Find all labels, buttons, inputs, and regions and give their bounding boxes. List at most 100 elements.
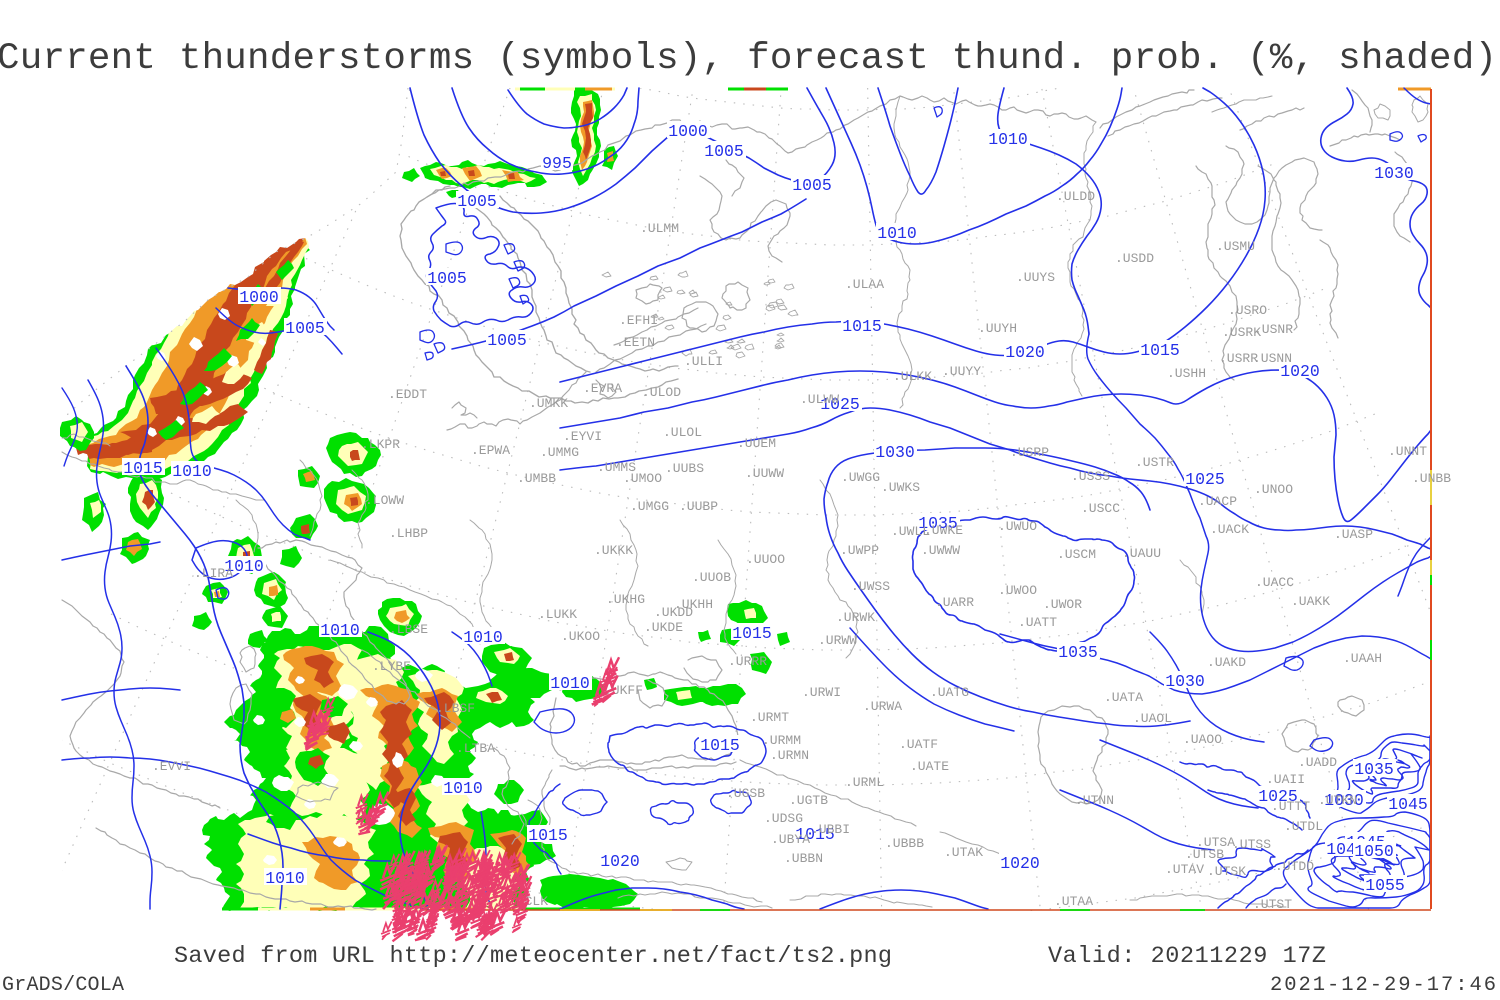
svg-text:.URRR: .URRR <box>728 654 767 669</box>
svg-text:.UWOR: .UWOR <box>1043 597 1082 612</box>
svg-text:1005: 1005 <box>792 176 832 195</box>
svg-text:.UMOO: .UMOO <box>623 471 662 486</box>
svg-text:1020: 1020 <box>1000 854 1040 873</box>
svg-text:.UTAV: .UTAV <box>1165 862 1204 877</box>
svg-text:.ULMM: .ULMM <box>640 221 679 236</box>
svg-text:1035: 1035 <box>1354 760 1394 779</box>
svg-text:1010: 1010 <box>877 224 917 243</box>
svg-text:.UATF: .UATF <box>899 737 938 752</box>
svg-text:.USSS: .USSS <box>1071 469 1110 484</box>
svg-text:.UMBB: .UMBB <box>517 471 556 486</box>
svg-text:.USHH: .USHH <box>1167 366 1206 381</box>
svg-text:1005: 1005 <box>427 269 467 288</box>
svg-text:1030: 1030 <box>875 443 915 462</box>
svg-text:.UARR: .UARR <box>935 595 974 610</box>
svg-text:Current thunderstorms (symbols: Current thunderstorms (symbols), forecas… <box>0 38 1497 80</box>
svg-text:.LBSF: .LBSF <box>436 701 475 716</box>
svg-text:.UBBB: .UBBB <box>885 836 924 851</box>
svg-text:.ULOL: .ULOL <box>663 425 702 440</box>
svg-text:.UAAH: .UAAH <box>1343 651 1382 666</box>
svg-text:.UATT: .UATT <box>1018 615 1057 630</box>
svg-text:.UKKK: .UKKK <box>594 543 633 558</box>
svg-text:1015: 1015 <box>1140 341 1180 360</box>
svg-text:.LKPR: .LKPR <box>361 437 400 452</box>
svg-text:.UTDD: .UTDD <box>1275 859 1314 874</box>
svg-text:.UDSG: .UDSG <box>764 811 803 826</box>
svg-text:.UTDL: .UTDL <box>1284 819 1323 834</box>
svg-text:.EVVI: .EVVI <box>152 759 191 774</box>
svg-text:.UATG: .UATG <box>930 685 969 700</box>
svg-text:1000: 1000 <box>239 288 279 307</box>
svg-text:.LOWW: .LOWW <box>365 493 404 508</box>
svg-text:.UBBI: .UBBI <box>811 822 850 837</box>
svg-text:.ULLI: .ULLI <box>684 354 723 369</box>
svg-text:.UMMS: .UMMS <box>597 460 636 475</box>
svg-text:.UNBB: .UNBB <box>1412 471 1451 486</box>
svg-text:.UWUO: .UWUO <box>998 519 1037 534</box>
svg-text:.UUOO: .UUOO <box>746 552 785 567</box>
svg-text:.UNOO: .UNOO <box>1254 482 1293 497</box>
svg-text:1025: 1025 <box>1185 470 1225 489</box>
svg-text:.UBBN: .UBBN <box>784 851 823 866</box>
svg-text:.EETN: .EETN <box>616 335 655 350</box>
svg-text:.UAOL: .UAOL <box>1133 711 1172 726</box>
svg-text:.UNNT: .UNNT <box>1388 444 1427 459</box>
svg-text:.UUBP: .UUBP <box>679 499 718 514</box>
svg-text:.UTNN: .UTNN <box>1075 793 1114 808</box>
svg-text:.UACK: .UACK <box>1210 522 1249 537</box>
svg-text:.URWI: .URWI <box>802 685 841 700</box>
svg-text:.UKHH: .UKHH <box>674 597 713 612</box>
svg-text:1015: 1015 <box>795 825 835 844</box>
svg-text:Saved from URL http://meteocen: Saved from URL http://meteocenter.net/fa… <box>174 943 892 970</box>
svg-text:.UGSB: .UGSB <box>726 786 765 801</box>
svg-text:2021-12-29-17:46: 2021-12-29-17:46 <box>1270 974 1496 997</box>
svg-text:.URWK: .URWK <box>836 610 875 625</box>
svg-text:1010: 1010 <box>320 621 360 640</box>
svg-text:1025: 1025 <box>820 395 860 414</box>
svg-text:.UWOO: .UWOO <box>998 583 1037 598</box>
svg-text:.URMN: .URMN <box>770 748 809 763</box>
svg-text:1015: 1015 <box>842 317 882 336</box>
svg-text:.UKDE: .UKDE <box>644 620 683 635</box>
svg-text:.USMU: .USMU <box>1216 239 1255 254</box>
svg-text:.UWPP: .UWPP <box>840 543 879 558</box>
svg-text:.UWLL: .UWLL <box>891 524 930 539</box>
svg-text:.LUKK: .LUKK <box>538 607 577 622</box>
svg-text:.EPWA: .EPWA <box>471 443 510 458</box>
svg-text:.UWKE: .UWKE <box>924 523 963 538</box>
svg-text:.EDDT: .EDDT <box>388 387 427 402</box>
svg-text:1035: 1035 <box>1058 643 1098 662</box>
svg-text:.UAII: .UAII <box>1266 772 1305 787</box>
svg-text:.UAKK: .UAKK <box>1291 594 1330 609</box>
svg-text:GrADS/COLA: GrADS/COLA <box>2 974 124 997</box>
svg-text:.URMT: .URMT <box>750 710 789 725</box>
svg-text:.LBSE: .LBSE <box>389 622 428 637</box>
svg-text:.URMM: .URMM <box>762 733 801 748</box>
svg-text:1030: 1030 <box>1374 164 1414 183</box>
svg-text:1055: 1055 <box>1365 876 1405 895</box>
svg-text:.UKOO: .UKOO <box>561 629 600 644</box>
svg-text:.EVRA: .EVRA <box>583 381 622 396</box>
svg-text:.USTR: .USTR <box>1135 455 1174 470</box>
svg-text:.UACC: .UACC <box>1255 575 1294 590</box>
svg-text:.UAOO: .UAOO <box>1183 732 1222 747</box>
svg-text:1020: 1020 <box>600 852 640 871</box>
svg-text:.UWGG: .UWGG <box>841 470 880 485</box>
svg-text:.UATE: .UATE <box>910 759 949 774</box>
svg-text:.URWW: .URWW <box>818 633 857 648</box>
svg-text:.UKHG: .UKHG <box>606 592 645 607</box>
svg-text:1020: 1020 <box>1005 343 1045 362</box>
svg-text:1010: 1010 <box>988 130 1028 149</box>
svg-text:.UUYH: .UUYH <box>978 321 1017 336</box>
svg-text:.LTBA: .LTBA <box>456 741 495 756</box>
svg-text:.USDD: .USDD <box>1115 251 1154 266</box>
svg-text:1010: 1010 <box>463 628 503 647</box>
svg-text:.UUYY: .UUYY <box>942 364 981 379</box>
svg-text:.USCC: .USCC <box>1081 501 1120 516</box>
svg-text:1000: 1000 <box>668 122 708 141</box>
svg-text:.UATA: .UATA <box>1104 690 1143 705</box>
svg-text:1005: 1005 <box>704 142 744 161</box>
svg-text:.USRP: .USRP <box>1010 445 1049 460</box>
svg-text:.UUWW: .UUWW <box>745 466 784 481</box>
svg-text:.UADD: .UADD <box>1298 755 1337 770</box>
